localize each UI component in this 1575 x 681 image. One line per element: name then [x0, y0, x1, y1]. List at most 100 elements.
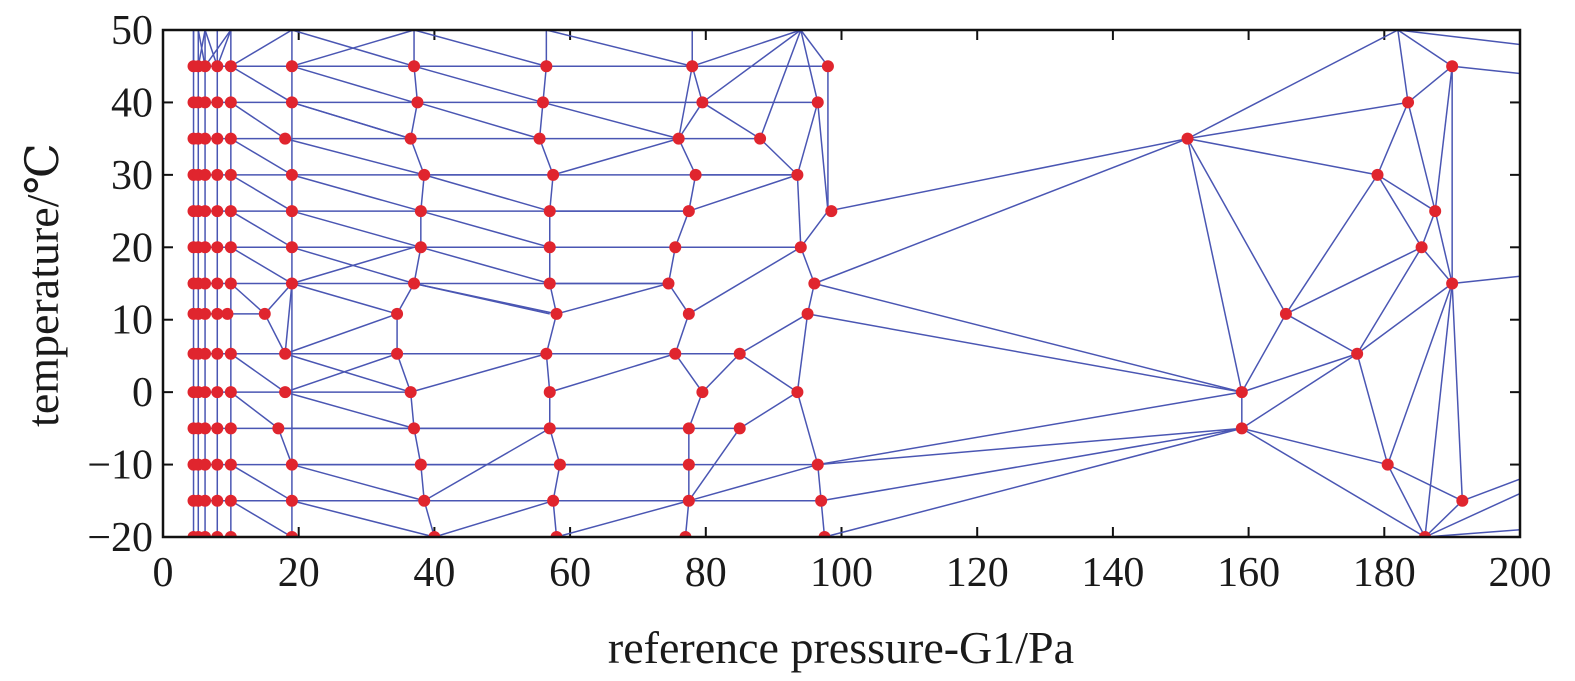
data-point: [679, 531, 692, 537]
mesh-edge: [677, 66, 693, 139]
data-point: [199, 531, 212, 537]
data-point: [285, 60, 298, 73]
mesh-edge: [1241, 313, 1287, 393]
mesh-edge: [197, 30, 206, 67]
data-point: [408, 422, 421, 435]
data-point: [1371, 168, 1384, 181]
mesh-edge: [413, 282, 557, 315]
mesh-edge: [1397, 30, 1520, 46]
data-point: [211, 168, 224, 181]
data-point: [391, 347, 404, 360]
data-point: [211, 307, 224, 320]
mesh-edge: [817, 391, 1242, 466]
data-point: [682, 205, 695, 218]
data-point: [199, 458, 212, 471]
mesh-edge: [1397, 30, 1453, 67]
mesh-edge: [1424, 492, 1520, 537]
mesh-edge: [230, 30, 293, 67]
data-point: [211, 60, 224, 73]
mesh-edge: [688, 391, 704, 429]
mesh-edge: [538, 102, 544, 139]
y-axis-label: temperature/℃: [17, 143, 68, 427]
data-point: [818, 531, 831, 537]
data-point: [211, 458, 224, 471]
mesh-edge: [814, 282, 1242, 393]
mesh-edge: [701, 353, 741, 393]
data-point: [428, 531, 441, 537]
mesh-edge: [538, 138, 554, 176]
data-point: [285, 96, 298, 109]
data-point: [211, 531, 224, 537]
x-tick-label: 40: [413, 550, 455, 596]
mesh-edge: [284, 283, 293, 354]
data-point: [279, 386, 292, 399]
mesh-edge: [739, 353, 798, 393]
mesh-edge: [1186, 138, 1243, 393]
mesh-edge: [814, 137, 1188, 285]
mesh-edge: [820, 500, 826, 537]
mesh-edge: [667, 247, 677, 284]
mesh-edge: [284, 391, 415, 430]
mesh-edge: [691, 30, 802, 67]
mesh-edge: [678, 102, 704, 140]
x-axis-ticks: 0 20 40 60 80 100 120 140 160 180 200: [153, 30, 1552, 596]
mesh-edge: [542, 66, 548, 103]
mesh-edge: [1285, 246, 1422, 315]
data-point: [686, 60, 699, 73]
mesh-edge: [684, 500, 690, 537]
mesh-edge: [291, 101, 411, 140]
data-point: [285, 494, 298, 507]
mesh-edge: [420, 210, 550, 249]
data-point: [404, 386, 417, 399]
data-point: [199, 347, 212, 360]
mesh-edge: [291, 246, 415, 285]
data-point: [199, 277, 212, 290]
data-point: [224, 494, 237, 507]
data-point: [272, 422, 285, 435]
data-point: [199, 494, 212, 507]
data-point: [418, 168, 431, 181]
data-point: [211, 96, 224, 109]
data-point: [211, 494, 224, 507]
mesh-edge: [817, 427, 1242, 466]
x-tick-label: 160: [1217, 550, 1280, 596]
data-point: [414, 241, 427, 254]
data-point: [408, 60, 421, 73]
mesh-edge: [796, 102, 819, 176]
data-point: [547, 168, 560, 181]
mesh-edge: [552, 137, 679, 176]
mesh-edge: [417, 101, 540, 140]
mesh-edge: [409, 138, 425, 176]
data-point: [224, 168, 237, 181]
data-point: [754, 132, 767, 145]
data-point: [543, 277, 556, 290]
data-point: [682, 307, 695, 320]
data-point: [794, 241, 807, 254]
data-point: [536, 96, 549, 109]
data-point: [669, 347, 682, 360]
mesh-edge: [817, 464, 822, 501]
mesh-edge: [409, 102, 419, 139]
data-point: [1446, 277, 1459, 290]
mesh-edge: [230, 101, 286, 140]
mesh-edge: [1462, 478, 1520, 502]
mesh-edges: [192, 30, 1520, 537]
mesh-edge: [827, 137, 1188, 212]
data-point: [224, 205, 237, 218]
mesh-edge: [688, 463, 818, 502]
mesh-edge: [1241, 353, 1358, 393]
data-point: [1235, 422, 1248, 435]
mesh-edge: [291, 210, 422, 249]
mesh-edge: [284, 353, 398, 393]
data-point: [285, 277, 298, 290]
data-point: [285, 458, 298, 471]
data-point: [285, 168, 298, 181]
data-point: [543, 205, 556, 218]
mesh-edge: [688, 174, 798, 212]
data-point: [811, 96, 824, 109]
mesh-edge: [701, 30, 802, 104]
mesh-edge: [230, 174, 293, 212]
mesh-edge: [546, 30, 693, 67]
mesh-edge: [413, 428, 422, 465]
mesh-edge: [1451, 283, 1464, 501]
